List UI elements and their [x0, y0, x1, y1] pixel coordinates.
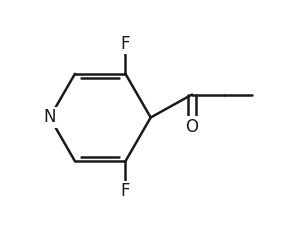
Text: F: F: [121, 35, 130, 53]
Text: F: F: [121, 182, 130, 200]
Text: N: N: [44, 109, 56, 126]
Text: O: O: [185, 118, 198, 136]
